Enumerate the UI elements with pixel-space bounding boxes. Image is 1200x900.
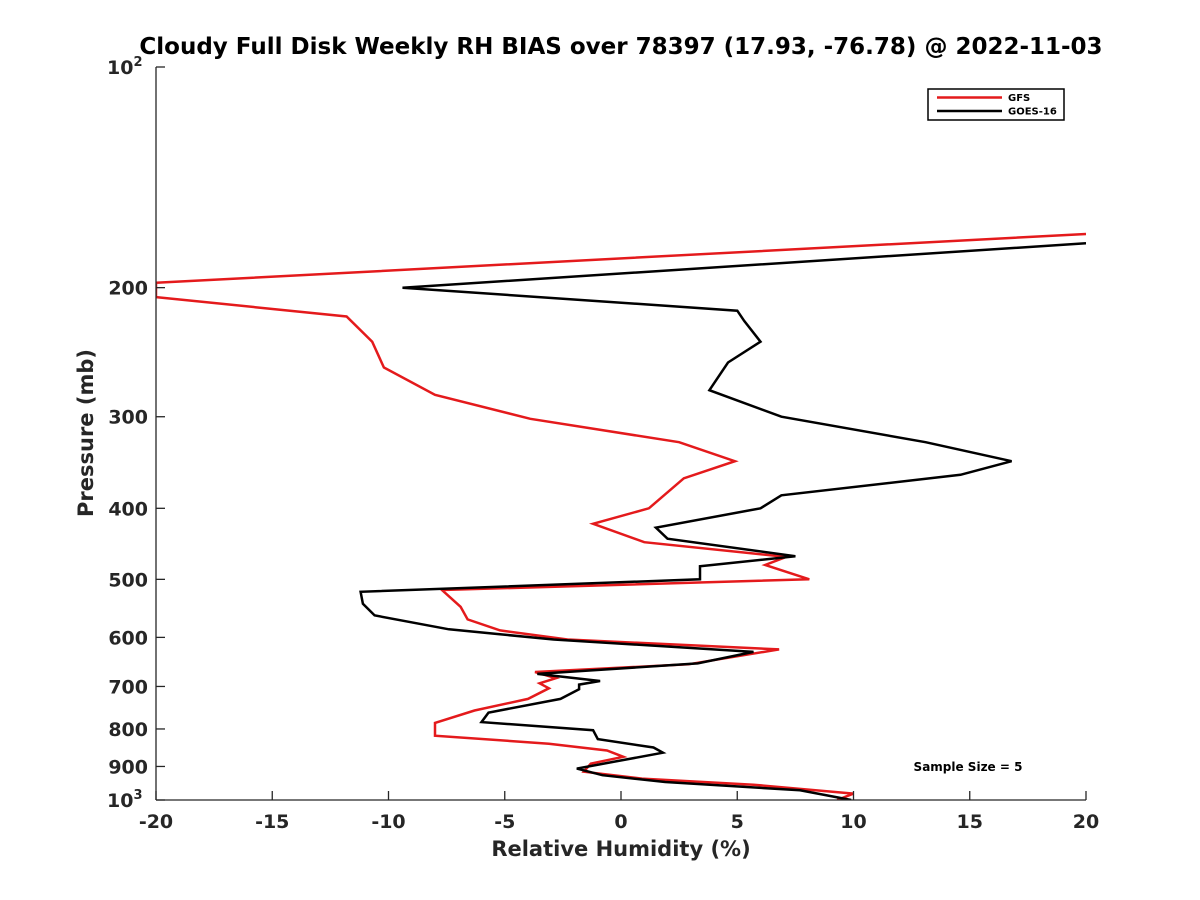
y-tick-label: 900 [108, 756, 148, 778]
legend: GFS GOES-16 [927, 88, 1065, 121]
y-tick-label: 600 [108, 627, 148, 649]
x-axis-label: Relative Humidity (%) [491, 837, 750, 861]
y-tick-label: 102 [107, 55, 143, 79]
y-tick-label: 200 [108, 278, 148, 300]
x-tick-label: 0 [614, 811, 627, 833]
x-ticks: -20 -15 -10 -5 0 5 10 15 20 [139, 791, 1099, 833]
y-tick-label: 400 [108, 498, 148, 520]
x-tick-label: 20 [1073, 811, 1099, 833]
x-tick-label: 15 [957, 811, 983, 833]
x-tick-label: -10 [371, 811, 405, 833]
sample-size-annotation: Sample Size = 5 [914, 760, 1023, 774]
x-tick-label: 10 [840, 811, 866, 833]
legend-box [927, 88, 1065, 121]
x-tick-label: -20 [139, 811, 173, 833]
y-tick-label: 300 [108, 407, 148, 429]
x-tick-label: -5 [494, 811, 515, 833]
y-tick-label: 500 [108, 569, 148, 591]
y-tick-label: 800 [108, 719, 148, 741]
legend-label-gfs: GFS [1008, 93, 1030, 104]
series-line-gfs [156, 232, 1086, 800]
x-tick-label: -15 [255, 811, 289, 833]
y-ticks: 102 200 300 400 500 600 700 800 900 103 [107, 55, 165, 812]
series-line-goes16 [359, 242, 1086, 800]
y-tick-label: 103 [107, 788, 143, 812]
y-tick-label: 700 [108, 676, 148, 698]
x-tick-label: 5 [731, 811, 744, 833]
chart-title: Cloudy Full Disk Weekly RH BIAS over 783… [139, 34, 1102, 60]
series-layer [156, 232, 1086, 800]
y-axis-label: Pressure (mb) [74, 349, 98, 517]
legend-label-goes16: GOES-16 [1008, 107, 1057, 118]
